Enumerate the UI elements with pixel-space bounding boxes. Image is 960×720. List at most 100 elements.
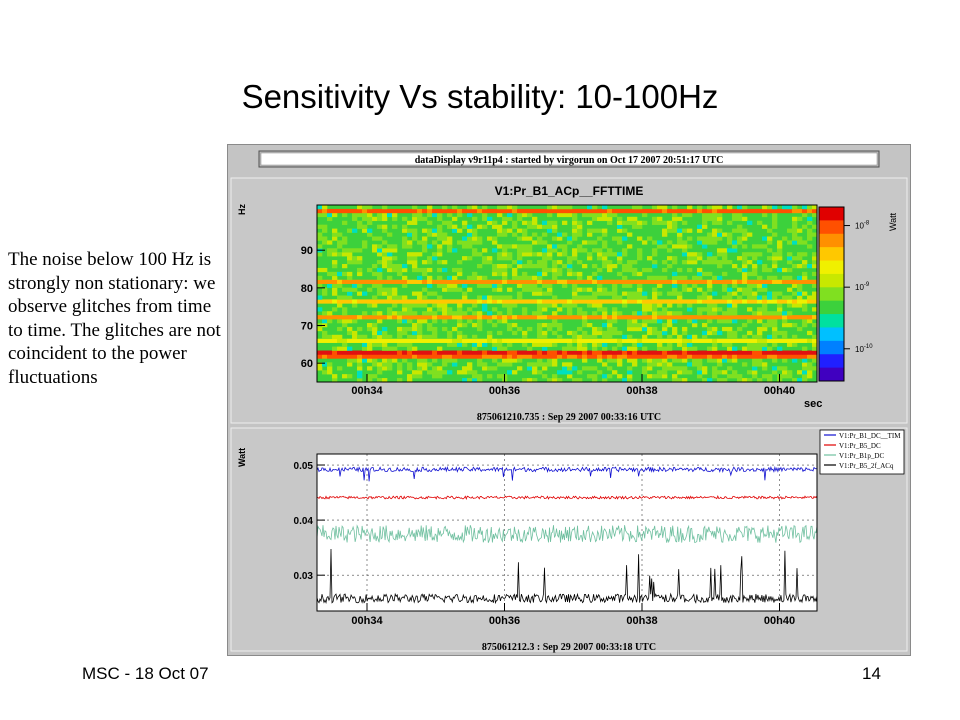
heatmap-cell [592, 279, 598, 284]
heatmap-cell [492, 283, 498, 288]
heatmap-cell [487, 260, 493, 265]
heatmap-cell [502, 267, 508, 273]
heatmap-cell [492, 299, 498, 304]
heatmap-cell [627, 244, 633, 249]
heatmap-cell [402, 338, 408, 343]
heatmap-cell [597, 216, 603, 222]
heatmap-cell [672, 354, 678, 359]
colorbar-step [819, 340, 844, 355]
heatmap-cell [352, 338, 358, 343]
heatmap-cell [372, 374, 378, 379]
heatmap-cell [697, 307, 703, 312]
heatmap-cell [712, 330, 718, 336]
heatmap-cell [377, 260, 383, 265]
heatmap-cell [417, 208, 423, 214]
heatmap-cell [327, 354, 333, 359]
heatmap-cell [652, 260, 658, 265]
heatmap-cell [687, 299, 693, 304]
heatmap-cell [412, 299, 418, 304]
heatmap-cell [497, 256, 503, 261]
heatmap-cell [632, 346, 638, 351]
heatmap-cell [712, 311, 718, 316]
heatmap-cell [617, 252, 623, 257]
heatmap-cell [677, 299, 683, 304]
heatmap-cell [747, 260, 753, 265]
heatmap-cell [712, 260, 718, 265]
heatmap-cell [407, 326, 413, 332]
heatmap-cell [687, 279, 693, 284]
footer-left: MSC - 18 Oct 07 [82, 664, 209, 683]
heatmap-cell [377, 252, 383, 257]
heatmap-cell [472, 346, 478, 351]
heatmap-cell [347, 299, 353, 304]
heatmap-cell [697, 224, 703, 229]
heatmap-cell [342, 342, 348, 347]
heatmap-cell [352, 208, 358, 214]
heatmap-cell [402, 303, 408, 308]
heatmap-cell [677, 354, 683, 359]
heatmap-cell [582, 346, 588, 351]
heatmap-cell [582, 240, 588, 245]
heatmap-cell [657, 220, 663, 225]
heatmap-cell [597, 342, 603, 347]
heatmap-cell [527, 279, 533, 284]
heatmap-cell [507, 350, 513, 355]
heatmap-cell [532, 287, 538, 292]
heatmap-cell [322, 212, 328, 218]
heatmap-cell [342, 287, 348, 292]
heatmap-cell [807, 354, 813, 359]
heatmap-cell [482, 350, 488, 355]
heatmap-cell [707, 212, 713, 218]
heatmap-cell [517, 354, 523, 359]
heatmap-cell [737, 315, 743, 320]
heatmap-cell [627, 208, 633, 214]
heatmap-cell [632, 271, 638, 277]
heatmap-cell [332, 307, 338, 312]
heatmap-cell [447, 279, 453, 284]
heatmap-cell [372, 358, 378, 363]
heatmap-cell [467, 236, 473, 241]
heatmap-cell [442, 279, 448, 284]
heatmap-cell [772, 334, 778, 340]
heatmap-cell [522, 315, 528, 320]
heatmap-cell [667, 224, 673, 229]
heatmap-cell [602, 216, 608, 222]
heatmap-cell [722, 354, 728, 359]
heatmap-cell [462, 311, 468, 316]
heatmap-cell [537, 252, 543, 257]
heatmap-cell [532, 338, 538, 343]
heatmap-cell [552, 244, 558, 249]
heatmap-cell [477, 319, 483, 324]
heatmap-cell [602, 232, 608, 237]
heatmap-cell [627, 366, 633, 371]
heatmap-cell [337, 240, 343, 245]
heatmap-cell [547, 291, 553, 296]
heatmap-cell [492, 267, 498, 273]
heatmap-cell [607, 330, 613, 336]
heatmap-cell [517, 275, 523, 281]
heatmap-cell [677, 315, 683, 320]
heatmap-cell [487, 295, 493, 300]
heatmap-cell [497, 224, 503, 229]
heatmap-cell [682, 326, 688, 332]
heatmap-cell [757, 319, 763, 324]
heatmap-cell [772, 358, 778, 363]
heatmap-cell [507, 279, 513, 284]
heatmap-cell [552, 342, 558, 347]
heatmap-cell [637, 342, 643, 347]
heatmap-cell [802, 208, 808, 214]
heatmap-cell [747, 354, 753, 359]
heatmap-cell [602, 378, 608, 383]
heatmap-cell [497, 362, 503, 367]
heatmap-cell [722, 326, 728, 332]
heatmap-cell [347, 208, 353, 214]
heatmap-cell [367, 346, 373, 351]
heatmap-cell [647, 326, 653, 332]
heatmap-cell [757, 299, 763, 304]
heatmap-cell [792, 216, 798, 222]
heatmap-cell [642, 346, 648, 351]
heatmap-cell [342, 271, 348, 277]
heatmap-cell [617, 224, 623, 229]
heatmap-cell [597, 315, 603, 320]
heatmap-cell [572, 354, 578, 359]
